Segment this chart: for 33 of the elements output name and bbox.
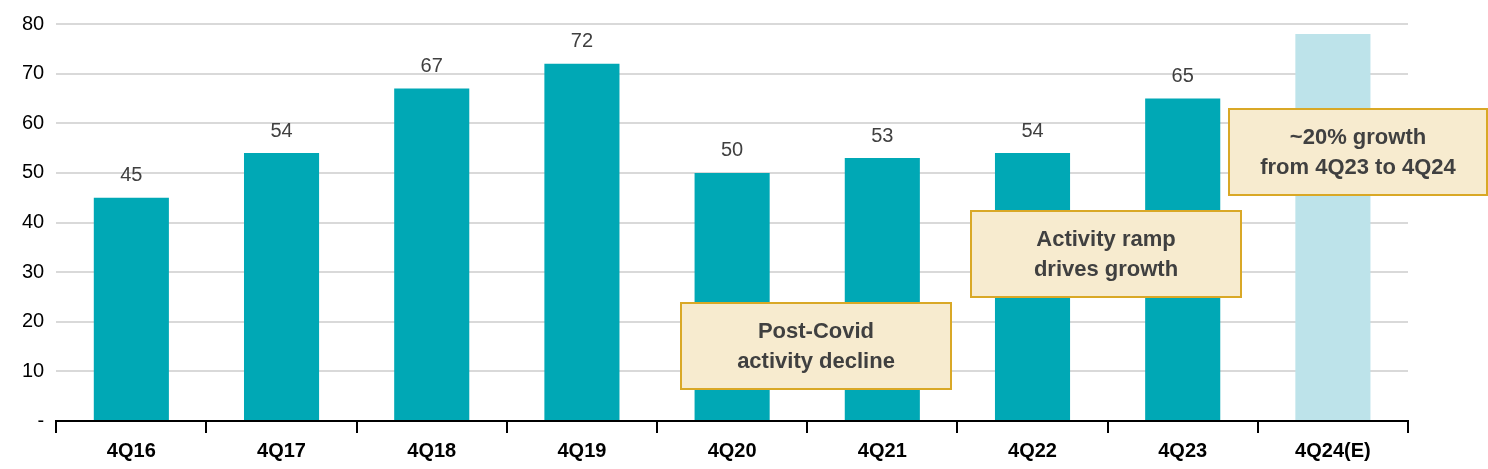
data-label: 54: [270, 118, 293, 141]
data-label: 54: [1021, 118, 1044, 141]
y-tick-label: 10: [22, 358, 45, 381]
x-tick-label: 4Q18: [407, 438, 457, 461]
data-label: 67: [420, 54, 443, 77]
x-tick-label: 4Q20: [707, 438, 757, 461]
y-tick-label: 50: [22, 160, 45, 183]
data-label: 65: [1171, 63, 1194, 86]
x-tick-label: 4Q21: [857, 438, 907, 461]
bar: [394, 88, 470, 420]
x-tick-label: 4Q17: [257, 438, 307, 461]
bar: [93, 197, 169, 420]
y-tick-label: 20: [22, 309, 45, 332]
callout-box: Activity ramp drives growth: [970, 210, 1242, 298]
y-tick-label: 70: [22, 61, 45, 84]
callout-box: ~20% growth from 4Q23 to 4Q24: [1228, 108, 1488, 196]
y-tick-label: 60: [22, 110, 45, 133]
y-tick-label: 40: [22, 210, 45, 233]
x-tick-label: 4Q16: [106, 438, 156, 461]
bar: [243, 153, 320, 420]
y-tick-label: -: [37, 408, 45, 431]
data-label: 72: [570, 29, 594, 52]
callout-box: Post-Covid activity decline: [680, 302, 952, 390]
x-tick-label: 4Q19: [557, 438, 607, 461]
data-label: 45: [120, 163, 143, 186]
data-label: 53: [871, 123, 894, 146]
y-tick-label: 80: [22, 11, 45, 34]
x-tick-label: 4Q22: [1008, 438, 1057, 461]
x-tick-label: 4Q24(E): [1295, 438, 1371, 461]
bar: [544, 63, 620, 420]
data-label: 50: [721, 138, 744, 161]
x-tick-label: 4Q23: [1158, 438, 1208, 461]
y-tick-label: 30: [22, 259, 45, 282]
